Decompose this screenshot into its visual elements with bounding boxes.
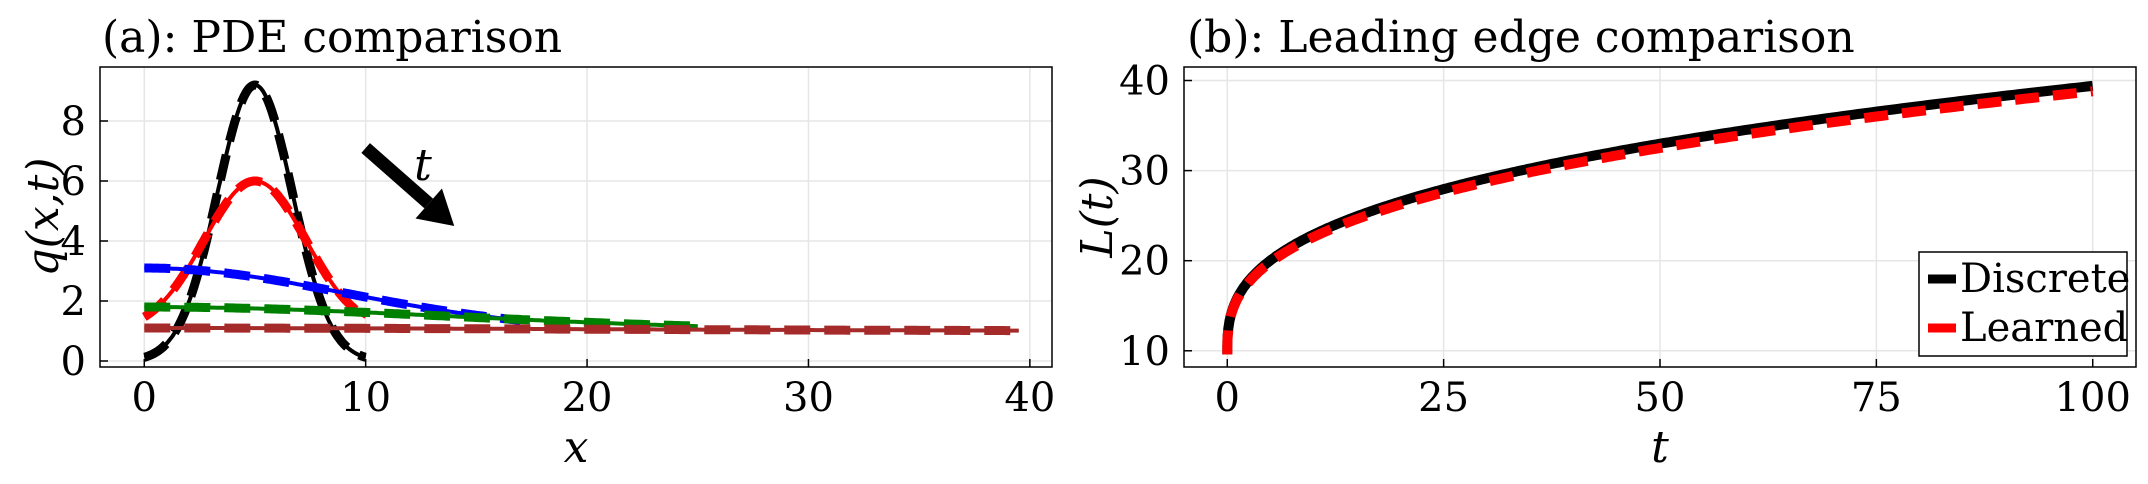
legend: Discrete Learned xyxy=(1918,251,2130,357)
panel-b: (b): Leading edge comparison 0 25 50 75 100 1… xyxy=(1072,12,2137,473)
panel-b-ytick-label: 30 xyxy=(1119,149,1170,195)
series-line-dashed xyxy=(144,263,522,325)
panel-a-title: (a): PDE comparison xyxy=(102,12,562,63)
panel-a-ytick-label: 2 xyxy=(61,279,86,325)
panel-b-xtick-label: 0 xyxy=(1215,375,1240,421)
panel-a-xlabel: x xyxy=(564,422,589,473)
panel-b-title: (b): Leading edge comparison xyxy=(1187,12,1855,63)
panel-a-ytick-label: 6 xyxy=(61,159,86,205)
series-line-learned xyxy=(1222,86,2094,355)
panel-b-ylabel: L(t) xyxy=(1072,176,1123,258)
legend-label-learned: Learned xyxy=(1960,305,2128,351)
panel-b-ytick-label: 40 xyxy=(1119,59,1170,105)
panel-a-ytick-label: 8 xyxy=(61,99,86,145)
time-arrow xyxy=(361,143,455,226)
panel-a-ytick-label: 0 xyxy=(61,339,86,385)
panel-a-grid xyxy=(100,67,1052,367)
panel-a-ytick-label: 4 xyxy=(61,219,86,265)
panel-a-xtick-label: 20 xyxy=(562,375,613,421)
panel-b-xtick-label: 75 xyxy=(1851,375,1902,421)
series-line-dashed xyxy=(144,323,1019,336)
panel-b-ytick-label: 20 xyxy=(1119,239,1170,285)
panel-a-xtick-label: 10 xyxy=(340,375,391,421)
series-line-dashed xyxy=(143,80,367,362)
panel-a-ylabel: q(x,t) xyxy=(18,158,69,277)
panel-b-xlabel: t xyxy=(1651,422,1669,473)
panel-a-xtick-label: 0 xyxy=(132,375,157,421)
panel-a-ticks: 0 10 20 30 40 0 2 4 6 8 xyxy=(61,99,1056,421)
series-line-solid xyxy=(143,83,367,360)
legend-box xyxy=(1918,251,2128,357)
time-arrow-label: t xyxy=(414,140,432,191)
panel-b-frame xyxy=(1183,66,2137,368)
panel-b-ytick-label: 10 xyxy=(1119,329,1170,375)
panel-a-series xyxy=(141,80,1019,362)
time-arrow-head xyxy=(415,188,455,226)
panel-b-ticks: 0 25 50 75 100 10 20 30 40 xyxy=(1119,59,2131,421)
series-line-dashed xyxy=(144,302,698,331)
panel-a-frame xyxy=(99,66,1053,368)
panel-a: (a): PDE comparison 0 10 20 30 40 0 2 4 6 8 x q(x… xyxy=(18,12,1055,473)
panel-b-xtick-label: 50 xyxy=(1635,375,1686,421)
panel-a-xtick-label: 30 xyxy=(783,375,834,421)
panel-b-xtick-label: 25 xyxy=(1418,375,1469,421)
legend-label-discrete: Discrete xyxy=(1960,256,2130,302)
panel-b-series xyxy=(1222,80,2094,355)
time-arrow-shaft xyxy=(361,143,434,209)
panel-b-xtick-label: 100 xyxy=(2055,375,2131,421)
series-line-dashed xyxy=(141,176,369,321)
panel-a-xtick-label: 40 xyxy=(1004,375,1055,421)
series-line-solid xyxy=(143,179,367,319)
